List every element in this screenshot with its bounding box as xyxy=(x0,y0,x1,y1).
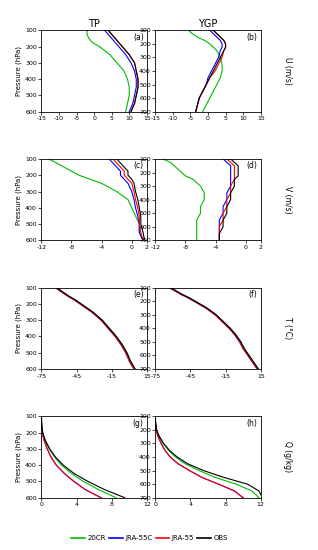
Y-axis label: Pressure (hPa): Pressure (hPa) xyxy=(16,304,22,353)
Title: YGP: YGP xyxy=(198,19,218,30)
Text: Q (g/kg): Q (g/kg) xyxy=(283,442,292,472)
Text: (a): (a) xyxy=(133,32,144,42)
Text: (f): (f) xyxy=(249,290,258,299)
Y-axis label: Pressure (hPa): Pressure (hPa) xyxy=(16,432,22,482)
Text: U (m/s): U (m/s) xyxy=(283,57,292,85)
Text: V (m/s): V (m/s) xyxy=(283,186,292,213)
Legend: 20CR, JRA-55C, JRA-55, OBS: 20CR, JRA-55C, JRA-55, OBS xyxy=(68,532,231,544)
Text: (b): (b) xyxy=(247,32,258,42)
Y-axis label: Pressure (hPa): Pressure (hPa) xyxy=(16,46,22,96)
Text: (h): (h) xyxy=(247,419,258,428)
Text: (c): (c) xyxy=(134,161,144,170)
Text: T (°C): T (°C) xyxy=(283,317,292,339)
Text: (g): (g) xyxy=(133,419,144,428)
Y-axis label: Pressure (hPa): Pressure (hPa) xyxy=(16,175,22,224)
Text: (d): (d) xyxy=(247,161,258,170)
Title: TP: TP xyxy=(88,19,100,30)
Text: (e): (e) xyxy=(133,290,144,299)
